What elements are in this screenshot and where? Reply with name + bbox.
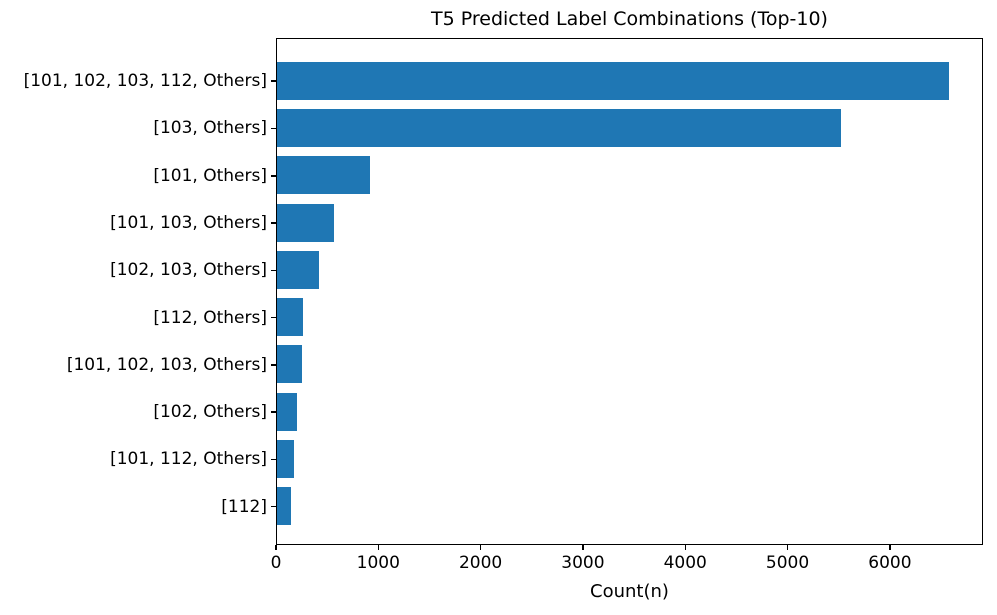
bar (277, 156, 370, 195)
bar (277, 250, 320, 289)
y-axis-tick (271, 269, 276, 272)
bar (277, 487, 291, 526)
bar (277, 392, 297, 431)
y-axis-category-label: [112, Others] (153, 307, 267, 328)
bar (277, 61, 950, 100)
y-axis-tick (271, 222, 276, 224)
y-axis-category-label: [101, Others] (153, 165, 267, 186)
x-axis-tick (582, 545, 584, 550)
y-axis-category-label: [102, Others] (153, 402, 267, 423)
y-axis-tick (271, 80, 276, 82)
x-axis-tick-label: 6000 (868, 553, 912, 573)
bar (277, 439, 294, 478)
y-axis-category-label: [102, 103, Others] (110, 260, 267, 281)
x-axis-tick (889, 545, 891, 550)
y-axis-tick (271, 364, 276, 366)
y-axis-category-label: [101, 112, Others] (110, 449, 267, 470)
bar (277, 203, 334, 242)
plot-area (276, 38, 983, 545)
bar (277, 108, 842, 147)
y-axis-tick (271, 316, 276, 319)
x-axis-tick-label: 1000 (356, 553, 400, 573)
y-axis-tick (271, 175, 276, 177)
x-axis-tick-label: 3000 (561, 553, 605, 573)
x-axis-tick (684, 545, 686, 550)
x-axis-tick (786, 545, 789, 550)
x-axis-tick-label: 2000 (458, 553, 503, 573)
x-axis-tick-label: 0 (270, 553, 282, 573)
y-axis-category-label: [112] (221, 496, 267, 517)
chart-title: T5 Predicted Label Combinations (Top-10) (431, 8, 828, 30)
x-axis-tick-label: 4000 (663, 553, 707, 573)
y-axis-tick (271, 411, 276, 413)
bar (277, 345, 302, 384)
y-axis-tick (271, 458, 276, 461)
x-axis-tick-label: 5000 (765, 553, 810, 573)
bar (277, 298, 304, 337)
y-axis-category-label: [101, 102, 103, 112, Others] (23, 71, 267, 92)
x-axis-tick (479, 545, 482, 550)
y-axis-category-label: [101, 102, 103, Others] (66, 354, 267, 375)
x-axis-tick (377, 545, 380, 550)
y-axis-tick (271, 505, 276, 508)
y-axis-category-label: [101, 103, Others] (110, 213, 267, 234)
x-axis-label: Count(n) (590, 581, 669, 602)
x-axis-tick (275, 545, 277, 550)
y-axis-tick (271, 127, 276, 130)
y-axis-category-label: [103, Others] (153, 118, 267, 139)
